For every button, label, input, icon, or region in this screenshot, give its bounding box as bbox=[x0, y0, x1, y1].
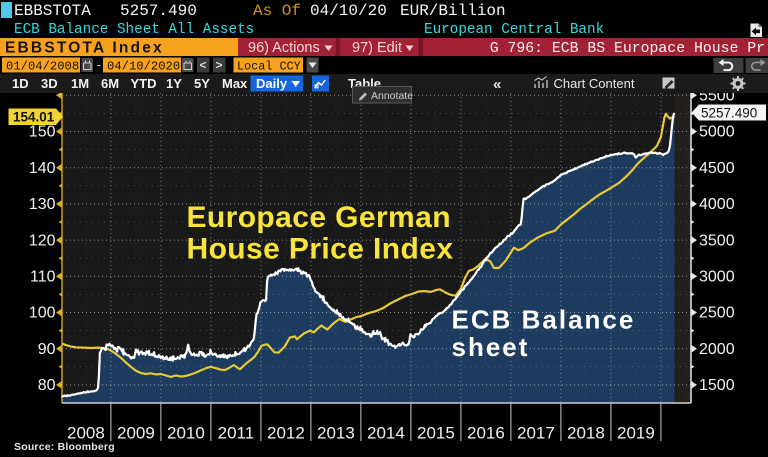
svg-text:2500: 2500 bbox=[699, 305, 735, 322]
svg-text:EBBSTOTA: EBBSTOTA bbox=[14, 2, 91, 20]
svg-text:5Y: 5Y bbox=[194, 76, 210, 91]
svg-text:EUR/Billion: EUR/Billion bbox=[400, 2, 506, 20]
svg-text:2012: 2012 bbox=[267, 424, 305, 443]
svg-text:120: 120 bbox=[29, 232, 56, 249]
svg-text:sheet: sheet bbox=[452, 332, 530, 362]
svg-text:-: - bbox=[95, 58, 103, 73]
svg-text:2018: 2018 bbox=[567, 424, 605, 443]
svg-text:5000: 5000 bbox=[699, 124, 735, 141]
svg-text:154.01: 154.01 bbox=[13, 110, 55, 125]
svg-text:2010: 2010 bbox=[167, 424, 205, 443]
svg-text:Source: Bloomberg: Source: Bloomberg bbox=[14, 441, 115, 453]
svg-text:G 796: ECB BS Europace House P: G 796: ECB BS Europace House Pr bbox=[490, 41, 765, 57]
svg-text:As Of: As Of bbox=[253, 2, 301, 20]
svg-text:«: « bbox=[493, 76, 501, 93]
svg-text:YTD: YTD bbox=[131, 76, 157, 91]
svg-text:90: 90 bbox=[38, 341, 56, 358]
svg-text:140: 140 bbox=[29, 160, 56, 177]
svg-text:Local CCY: Local CCY bbox=[237, 59, 301, 73]
svg-text:1M: 1M bbox=[71, 76, 89, 91]
svg-text:3D: 3D bbox=[41, 76, 58, 91]
svg-text:5257.490: 5257.490 bbox=[701, 106, 757, 121]
svg-text:04/10/20: 04/10/20 bbox=[310, 2, 387, 20]
svg-text:1D: 1D bbox=[12, 76, 29, 91]
svg-text:Daily: Daily bbox=[256, 76, 288, 91]
svg-text:6M: 6M bbox=[101, 76, 119, 91]
svg-text:Annotate: Annotate bbox=[371, 90, 413, 102]
svg-text:96) Actions: 96) Actions bbox=[248, 40, 320, 56]
svg-text:>: > bbox=[216, 58, 223, 72]
svg-text:100: 100 bbox=[29, 305, 56, 322]
svg-text:1Y: 1Y bbox=[166, 76, 182, 91]
svg-text:80: 80 bbox=[38, 377, 56, 394]
svg-text:2014: 2014 bbox=[367, 424, 405, 443]
svg-text:Chart Content: Chart Content bbox=[554, 76, 635, 91]
svg-text:3000: 3000 bbox=[699, 269, 735, 286]
svg-text:<: < bbox=[200, 58, 207, 72]
svg-text:2015: 2015 bbox=[417, 424, 455, 443]
svg-text:ECB Balance Sheet All Assets: ECB Balance Sheet All Assets bbox=[14, 22, 254, 38]
svg-text:2011: 2011 bbox=[218, 424, 255, 443]
svg-text:ECB Balance: ECB Balance bbox=[452, 305, 636, 335]
svg-text:1500: 1500 bbox=[699, 377, 735, 394]
svg-text:150: 150 bbox=[29, 124, 56, 141]
svg-text:Europace German: Europace German bbox=[187, 201, 451, 234]
svg-text:2019: 2019 bbox=[617, 424, 655, 443]
svg-text:2013: 2013 bbox=[317, 424, 355, 443]
svg-text:2017: 2017 bbox=[517, 424, 555, 443]
svg-text:3500: 3500 bbox=[699, 232, 735, 249]
svg-text:130: 130 bbox=[29, 196, 56, 213]
svg-text:Max: Max bbox=[222, 76, 248, 91]
svg-text:House Price Index: House Price Index bbox=[187, 233, 454, 266]
svg-text:4000: 4000 bbox=[699, 196, 735, 213]
svg-text:01/04/2008: 01/04/2008 bbox=[6, 59, 79, 73]
svg-text:4500: 4500 bbox=[699, 160, 735, 177]
svg-text:04/10/2020: 04/10/2020 bbox=[107, 59, 180, 73]
svg-text:97) Edit: 97) Edit bbox=[352, 40, 402, 56]
svg-text:2008: 2008 bbox=[67, 424, 105, 443]
svg-text:5257.490: 5257.490 bbox=[120, 2, 197, 20]
svg-text:2009: 2009 bbox=[117, 424, 155, 443]
svg-text:2016: 2016 bbox=[467, 424, 505, 443]
svg-text:2000: 2000 bbox=[699, 341, 735, 358]
svg-text:110: 110 bbox=[30, 269, 56, 286]
svg-text:EBBSTOTA Index: EBBSTOTA Index bbox=[5, 40, 164, 57]
svg-text:European Central Bank: European Central Bank bbox=[424, 22, 604, 38]
